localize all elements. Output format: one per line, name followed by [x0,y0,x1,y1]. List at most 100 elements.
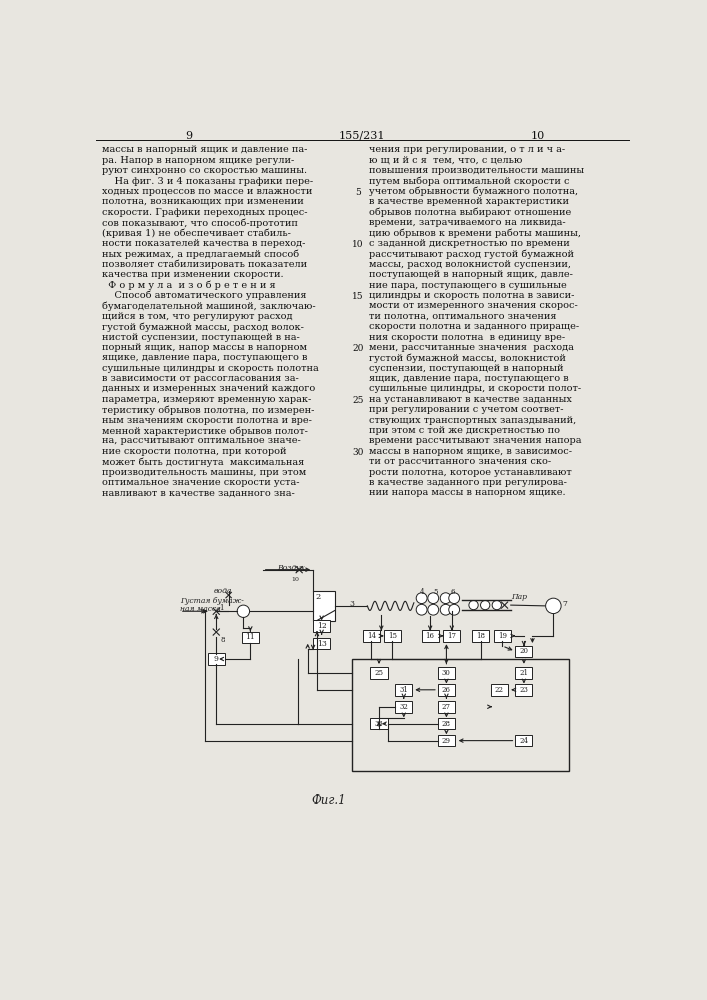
Text: 25: 25 [352,396,364,405]
Text: ю щ и й с я  тем, что, с целью: ю щ и й с я тем, что, с целью [369,156,522,165]
Text: 11: 11 [245,633,255,641]
Text: параметра, измеряют временную харак-: параметра, измеряют временную харак- [103,395,312,404]
Circle shape [440,593,451,604]
Text: 27: 27 [442,703,451,711]
Text: может быть достигнута  максимальная: может быть достигнута максимальная [103,457,305,467]
Text: 155/231: 155/231 [339,131,385,141]
Text: ствующих транспортных запаздываний,: ствующих транспортных запаздываний, [369,416,576,425]
Text: в качестве временной характеристики: в качестве временной характеристики [369,197,569,206]
Circle shape [546,598,561,614]
Text: менной характеристике обрывов полот-: менной характеристике обрывов полот- [103,426,308,436]
Text: 28: 28 [442,720,451,728]
Text: на, рассчитывают оптимальное значе-: на, рассчитывают оптимальное значе- [103,436,301,445]
Text: оптимальное значение скорости уста-: оптимальное значение скорости уста- [103,478,300,487]
Text: сов показывают, что способ-прототип: сов показывают, что способ-прототип [103,218,298,228]
Text: ящике, давление пара, поступающего в: ящике, давление пара, поступающего в [103,353,308,362]
Text: Воздух: Воздух [276,564,305,572]
Text: 26: 26 [442,686,451,694]
Text: 13: 13 [317,640,327,648]
Text: ние скорости полотна, при которой: ние скорости полотна, при которой [103,447,287,456]
Text: 9: 9 [214,655,218,663]
Text: 12: 12 [317,622,327,630]
Bar [208,653,225,665]
Text: 10: 10 [352,240,364,249]
Text: 5: 5 [433,588,438,596]
Text: с заданной дискретностью по времени: с заданной дискретностью по времени [369,239,570,248]
Text: ная масса: ная масса [180,605,221,613]
Bar [352,659,569,771]
Text: полотна, возникающих при изменении: полотна, возникающих при изменении [103,197,304,206]
Text: порный ящик, напор массы в напорном: порный ящик, напор массы в напорном [103,343,308,352]
Text: скорости. Графики переходных процес-: скорости. Графики переходных процес- [103,208,308,217]
Bar [438,701,455,713]
Text: 31: 31 [399,686,408,694]
Bar [313,620,330,632]
Text: 23: 23 [520,686,528,694]
Bar [242,632,259,643]
Text: мени, рассчитанные значения  расхода: мени, рассчитанные значения расхода [369,343,574,352]
Text: качества при изменении скорости.: качества при изменении скорости. [103,270,284,279]
Circle shape [449,604,460,615]
Text: руют синхронно со скоростью машины.: руют синхронно со скоростью машины. [103,166,308,175]
Bar [515,684,532,696]
Bar [472,630,489,642]
Bar [493,630,510,642]
Text: при регулировании с учетом соответ-: при регулировании с учетом соответ- [369,405,563,414]
Text: вода: вода [214,587,233,595]
Text: времени рассчитывают значения напора: времени рассчитывают значения напора [369,436,581,445]
Text: ных режимах, а предлагаемый способ: ных режимах, а предлагаемый способ [103,249,300,259]
Text: 24: 24 [520,737,528,745]
Text: 4: 4 [419,588,424,596]
Circle shape [449,593,460,604]
Bar [421,630,438,642]
Text: при этом с той же дискретностью по: при этом с той же дискретностью по [369,426,560,435]
Text: рости полотна, которое устанавливают: рости полотна, которое устанавливают [369,468,572,477]
Text: ти полотна, оптимального значения: ти полотна, оптимального значения [369,312,556,321]
Text: 25: 25 [375,669,383,677]
Text: навливают в качестве заданного зна-: навливают в качестве заданного зна- [103,488,295,497]
Bar [515,735,532,746]
Bar [370,718,387,729]
Text: ным значениям скорости полотна и вре-: ным значениям скорости полотна и вре- [103,416,312,425]
Text: бумагоделательной машиной, заключаю-: бумагоделательной машиной, заключаю- [103,301,316,311]
Circle shape [492,600,501,610]
Bar [313,591,335,620]
Circle shape [428,593,438,604]
Text: 22: 22 [495,686,503,694]
Text: ти от рассчитанного значения ско-: ти от рассчитанного значения ско- [369,457,551,466]
Text: обрывов полотна выбирают отношение: обрывов полотна выбирают отношение [369,208,571,217]
Text: Фиг.1: Фиг.1 [311,794,346,807]
Bar [313,638,330,649]
Text: 5: 5 [355,188,361,197]
Text: нии напора массы в напорном ящике.: нии напора массы в напорном ящике. [369,488,566,497]
Text: чения при регулировании, о т л и ч а-: чения при регулировании, о т л и ч а- [369,145,565,154]
Text: массы, расход волокнистой суспензии,: массы, расход волокнистой суспензии, [369,260,571,269]
Bar [363,630,380,642]
Text: сушильные цилиндры, и скорости полот-: сушильные цилиндры, и скорости полот- [369,384,581,393]
Text: 1: 1 [219,604,224,612]
Text: 32: 32 [399,703,408,711]
Text: путем выбора оптимальной скорости с: путем выбора оптимальной скорости с [369,177,569,186]
Circle shape [469,600,478,610]
Bar [438,735,455,746]
Circle shape [416,593,427,604]
Text: 2: 2 [315,593,321,601]
Text: ности показателей качества в переход-: ности показателей качества в переход- [103,239,305,248]
Bar [370,667,387,679]
Text: ние пара, поступающего в сушильные: ние пара, поступающего в сушильные [369,281,567,290]
Text: Способ автоматического управления: Способ автоматического управления [103,291,307,300]
Bar [491,684,508,696]
Text: скорости полотна и заданного прираще-: скорости полотна и заданного прираще- [369,322,579,331]
Text: рассчитывают расход густой бумажной: рассчитывают расход густой бумажной [369,249,574,259]
Text: 14: 14 [367,632,375,640]
Text: 6: 6 [450,588,455,596]
Text: 30: 30 [442,669,451,677]
Circle shape [440,604,451,615]
Text: ния скорости полотна  в единицу вре-: ния скорости полотна в единицу вре- [369,333,565,342]
Text: 10: 10 [531,131,545,141]
Text: нистой суспензии, поступающей в на-: нистой суспензии, поступающей в на- [103,333,300,342]
Text: 15: 15 [352,292,364,301]
Text: данных и измеренных значений каждого: данных и измеренных значений каждого [103,384,315,393]
Bar [384,630,401,642]
Text: позволяет стабилизировать показатели: позволяет стабилизировать показатели [103,260,308,269]
